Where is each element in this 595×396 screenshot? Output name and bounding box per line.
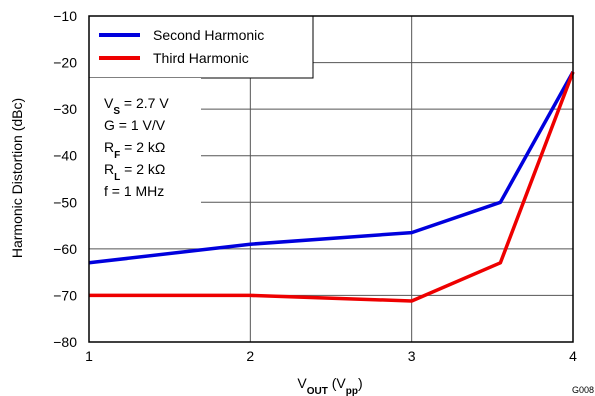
y-tick-label: −60 <box>53 241 77 257</box>
condition-line: RL = 2 kΩ <box>104 161 165 183</box>
series-layer <box>88 71 575 303</box>
series-line-third-harmonic <box>89 71 575 303</box>
condition-line: G = 1 V/V <box>104 117 166 133</box>
series-line-second-harmonic <box>88 71 575 265</box>
legend-label-third-harmonic: Third Harmonic <box>153 50 249 66</box>
condition-line: VS = 2.7 V <box>104 95 169 117</box>
x-tick-label: 4 <box>569 348 577 364</box>
y-tick-label: −80 <box>53 334 77 350</box>
x-axis-label: VOUT (Vpp) <box>297 375 362 396</box>
condition-line: RF = 2 kΩ <box>104 139 165 161</box>
y-tick-label: −20 <box>53 55 77 71</box>
y-tick-label: −70 <box>53 287 77 303</box>
x-tick-label: 1 <box>85 348 93 364</box>
figure-code: G008 <box>572 385 594 395</box>
y-tick-label: −50 <box>53 194 77 210</box>
condition-line: f = 1 MHz <box>104 183 164 199</box>
legend-label-second-harmonic: Second Harmonic <box>153 27 264 43</box>
legend: Second Harmonic Third Harmonic <box>88 15 314 79</box>
y-tick-label: −40 <box>53 148 77 164</box>
conditions-box <box>89 78 201 206</box>
x-tick-label: 3 <box>408 348 416 364</box>
y-tick-label: −10 <box>53 8 77 24</box>
x-tick-label: 2 <box>246 348 254 364</box>
plot-frame <box>88 15 574 343</box>
y-axis-label: Harmonic Distortion (dBc) <box>9 98 25 258</box>
y-tick-label: −30 <box>53 101 77 117</box>
tick-labels: 1 2 3 4 −10 −20 −30 −40 −50 −60 −70 −80 <box>53 8 577 364</box>
legend-box <box>88 15 314 79</box>
